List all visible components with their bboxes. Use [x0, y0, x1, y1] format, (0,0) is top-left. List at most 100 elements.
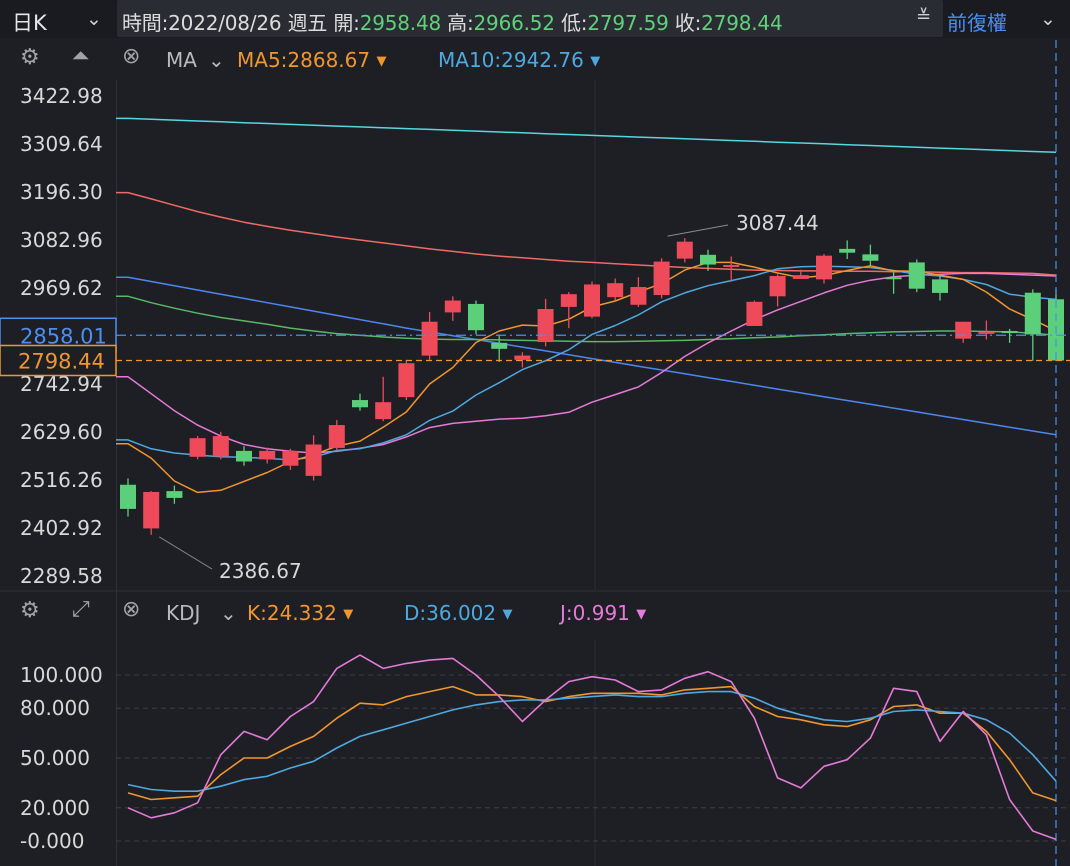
time-label: 時間:: [122, 11, 169, 35]
gear-icon[interactable]: ⚙: [20, 598, 40, 623]
ma5-value: MA5:2868.67: [237, 48, 371, 72]
ma250-line: [116, 276, 1057, 436]
adjust-mode-button[interactable]: 前復權: [947, 11, 1007, 35]
candle-body: [676, 241, 693, 259]
kdj-indicator-name[interactable]: KDJ: [166, 601, 201, 625]
d-value: D:36.002: [404, 601, 497, 625]
double-chevron-down-icon[interactable]: ≚: [916, 6, 932, 27]
low-value: 2797.59: [587, 11, 669, 35]
adjust-chevron-icon[interactable]: ⌄: [1040, 8, 1056, 30]
candle-body: [282, 450, 299, 466]
high-annotation-label: 3087.44: [736, 211, 819, 235]
d-legend[interactable]: D:36.002 ▼: [404, 601, 512, 625]
candle-body: [537, 309, 554, 343]
candle-body: [375, 402, 392, 420]
y-tick-label: 3422.98: [20, 84, 103, 108]
candle: [723, 256, 740, 282]
last-close-value-box: [0, 344, 117, 377]
ma10-legend[interactable]: MA10:2942.76 ▼: [438, 48, 600, 72]
candle: [143, 491, 160, 535]
last-close-value-label: 2798.44: [18, 349, 105, 373]
top-bar: 日K ⌄ 時間:2022/08/26 週五 開:2958.48 高:2966.5…: [0, 0, 1070, 38]
candle: [700, 249, 716, 271]
kdj-y-tick-label: 100.000: [20, 663, 103, 687]
candle: [584, 281, 600, 319]
candle-body: [862, 254, 879, 261]
candle: [514, 352, 531, 368]
kdj-j-line: [127, 654, 1057, 841]
kdj-y-tick-label: -0.000: [20, 829, 84, 853]
candle-body: [189, 438, 206, 457]
candle: [769, 274, 786, 307]
candle-body: [746, 301, 763, 326]
candle: [491, 334, 508, 362]
low-annotation-label: 2386.67: [219, 559, 302, 583]
candle: [885, 270, 902, 294]
y-tick-label: 2969.62: [20, 276, 103, 300]
candle-body: [143, 491, 160, 529]
d-triangle-icon: ▼: [502, 607, 513, 622]
candle-body: [700, 254, 716, 265]
candle-body: [769, 275, 786, 297]
candle: [189, 436, 206, 460]
candle: [932, 275, 948, 301]
close-value: 2798.44: [701, 11, 783, 35]
candle: [978, 320, 995, 340]
candle-body: [328, 425, 345, 448]
close-icon[interactable]: ⊗: [122, 597, 141, 622]
candle-body: [1001, 331, 1018, 334]
candle: [282, 448, 299, 470]
candle-body: [839, 248, 856, 253]
candle: [653, 258, 670, 299]
candle: [421, 311, 438, 360]
open-value: 2958.48: [359, 11, 442, 35]
gear-icon[interactable]: ⚙: [20, 45, 40, 70]
y-tick-label: 2629.60: [20, 420, 103, 444]
close-icon[interactable]: ⊗: [122, 44, 141, 69]
candle-body: [120, 484, 136, 509]
candle-body: [1024, 292, 1041, 335]
k-legend[interactable]: K:24.332 ▼: [247, 601, 353, 625]
kdj-dropdown-icon[interactable]: ⌄: [220, 601, 237, 625]
crosshair-value-label: 2858.01: [20, 324, 107, 348]
low-label: 低:: [561, 11, 588, 35]
time-value: 2022/08/26 週五: [168, 11, 328, 35]
ma20-line: [116, 272, 1057, 454]
candle: [259, 447, 276, 464]
candle: [537, 298, 554, 347]
candle: [839, 240, 856, 260]
ma-indicator-name[interactable]: MA: [166, 48, 197, 72]
j-value: J:0.991: [560, 601, 630, 625]
candle-body: [607, 283, 624, 298]
high-label: 高:: [447, 11, 474, 35]
close-label: 收:: [674, 11, 702, 35]
ma-long-line: [116, 117, 1057, 154]
candle: [352, 393, 368, 411]
candle-body: [514, 355, 531, 360]
candle-body: [468, 303, 484, 331]
y-tick-label: 2402.92: [20, 516, 103, 540]
annotation-leader-line: [158, 536, 213, 570]
ma5-legend[interactable]: MA5:2868.67 ▼: [237, 48, 386, 72]
candle: [120, 478, 136, 517]
annotation-leader-line: [667, 224, 729, 237]
kdj-y-tick-label: 50.000: [20, 746, 90, 770]
candle: [816, 253, 832, 284]
candle-body: [978, 331, 995, 334]
expand-arrows-icon[interactable]: ⤢: [72, 597, 90, 622]
ma-dropdown-icon[interactable]: ⌄: [208, 48, 225, 72]
candle: [676, 238, 693, 263]
candle: [328, 419, 345, 451]
k-triangle-icon: ▼: [343, 607, 354, 622]
period-selector[interactable]: 日K ⌄: [0, 0, 112, 38]
kdj-y-tick-label: 80.000: [20, 696, 90, 720]
candle: [792, 269, 809, 279]
collapse-up-icon[interactable]: ⏶: [72, 44, 90, 69]
j-legend[interactable]: J:0.991 ▼: [560, 601, 646, 625]
candle-body: [398, 363, 415, 398]
candle-body: [885, 277, 902, 280]
candle-body: [630, 286, 647, 305]
ma10-triangle-icon: ▼: [590, 54, 601, 69]
candle-body: [584, 284, 600, 317]
